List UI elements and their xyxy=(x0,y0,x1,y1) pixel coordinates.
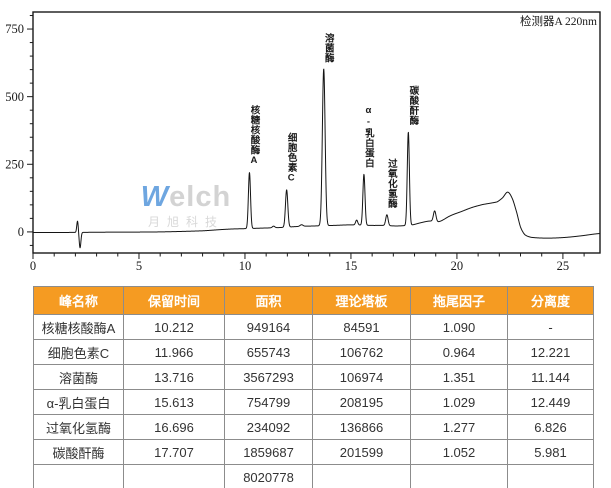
x-axis-tick-label: 20 xyxy=(451,259,464,273)
table-cell: 106762 xyxy=(312,339,411,365)
table-cell: 溶菌酶 xyxy=(33,364,124,390)
table-cell: 13.716 xyxy=(123,364,225,390)
table-cell: 136866 xyxy=(312,414,411,440)
table-cell: 949164 xyxy=(224,314,313,340)
column-header: 面积 xyxy=(224,286,313,315)
table-row: 细胞色素C 11.966 655743 106762 0.964 12.221 xyxy=(33,339,594,365)
peak-label: 核糖核酸酶A xyxy=(248,105,260,167)
chromatogram-chart: 0 250 500 750 0 5 10 15 20 25 核糖核酸酶A 细胞色素C 溶菌酶 α-乳白蛋白… xyxy=(5,11,601,273)
table-cell: 0.964 xyxy=(410,339,508,365)
table-cell: 5.981 xyxy=(507,439,594,465)
table-header-row: 峰名称 保留时间 面积 理论塔板 拖尾因子 分离度 xyxy=(33,286,594,315)
peak-label: 过氧化氢酶 xyxy=(386,158,399,209)
table-cell: 208195 xyxy=(312,389,411,415)
welch-logo-rest: elch xyxy=(169,181,232,213)
table-cell: 1.277 xyxy=(410,414,508,440)
table-row: 碳酸酐酶 17.707 1859687 201599 1.052 5.981 xyxy=(33,439,594,465)
y-axis-tick-label: 0 xyxy=(18,225,24,239)
table-cell: 12.449 xyxy=(507,389,594,415)
table-cell: 8020778 xyxy=(224,464,313,488)
peak-label: 细胞色素C xyxy=(286,132,299,184)
peak-label: α-乳白蛋白 xyxy=(363,105,375,168)
table-row: 过氧化氢酶 16.696 234092 136866 1.277 6.826 xyxy=(33,414,594,440)
table-cell: 细胞色素C xyxy=(33,339,124,365)
table-cell: 核糖核酸酶A xyxy=(33,314,124,340)
x-axis-tick-label: 5 xyxy=(136,259,142,273)
table-cell xyxy=(410,464,508,488)
table-cell: 1.029 xyxy=(410,389,508,415)
x-axis-tick-label: 15 xyxy=(345,259,358,273)
table-cell xyxy=(507,464,594,488)
table-cell: 17.707 xyxy=(123,439,225,465)
table-cell xyxy=(312,464,411,488)
table-row: α-乳白蛋白 15.613 754799 208195 1.029 12.449 xyxy=(33,389,594,415)
table-cell: 84591 xyxy=(312,314,411,340)
column-header: 理论塔板 xyxy=(312,286,411,315)
table-cell: 106974 xyxy=(312,364,411,390)
table-row: 核糖核酸酶A 10.212 949164 84591 1.090- xyxy=(33,314,594,340)
column-header: 峰名称 xyxy=(33,286,124,315)
welch-logo-subtext: 月旭科技 xyxy=(147,215,224,229)
table-cell: 6.826 xyxy=(507,414,594,440)
peak-label: 碳酸酐酶 xyxy=(407,85,419,126)
table-cell: 754799 xyxy=(224,389,313,415)
table-row: 8020778 xyxy=(33,464,594,488)
peak-label: 溶菌酶 xyxy=(323,32,335,63)
table-cell: - xyxy=(507,314,594,340)
column-header: 保留时间 xyxy=(123,286,225,315)
table-cell: 655743 xyxy=(224,339,313,365)
peak-results-table: 峰名称 保留时间 面积 理论塔板 拖尾因子 分离度 核糖核酸酶A 10.212 949164 8… xyxy=(33,286,594,488)
x-axis-tick-label: 25 xyxy=(557,259,570,273)
table-cell: 3567293 xyxy=(224,364,313,390)
table-cell xyxy=(123,464,225,488)
table-cell xyxy=(33,464,124,488)
table-cell: 11.144 xyxy=(507,364,594,390)
table-cell: 碳酸酐酶 xyxy=(33,439,124,465)
table-cell: 1.052 xyxy=(410,439,508,465)
welch-logo: Welch xyxy=(126,182,246,212)
column-header: 拖尾因子 xyxy=(410,286,508,315)
table-cell: 15.613 xyxy=(123,389,225,415)
table-cell: 234092 xyxy=(224,414,313,440)
column-header: 分离度 xyxy=(507,286,594,315)
table-cell: 11.966 xyxy=(123,339,225,365)
table-cell: 10.212 xyxy=(123,314,225,340)
table-cell: 1.090 xyxy=(410,314,508,340)
table-cell: 过氧化氢酶 xyxy=(33,414,124,440)
plot-border xyxy=(32,11,601,254)
table-cell: 16.696 xyxy=(123,414,225,440)
welch-watermark: Welch 月旭科技 xyxy=(126,182,246,230)
y-axis-tick-label: 250 xyxy=(5,157,24,171)
table-cell: 1859687 xyxy=(224,439,313,465)
y-axis-tick-label: 500 xyxy=(5,90,24,104)
x-axis-tick-label: 10 xyxy=(239,259,252,273)
table-row: 溶菌酶 13.716 3567293 106974 1.351 11.144 xyxy=(33,364,594,390)
table-cell: 201599 xyxy=(312,439,411,465)
table-cell: α-乳白蛋白 xyxy=(33,389,124,415)
detector-label: 检测器A 220nm xyxy=(520,14,597,28)
welch-logo-w: W xyxy=(140,181,170,213)
x-axis-tick-label: 0 xyxy=(30,259,36,273)
chromatogram-trace xyxy=(32,68,601,249)
table-cell: 12.221 xyxy=(507,339,594,365)
table-cell: 1.351 xyxy=(410,364,508,390)
y-axis-tick-label: 750 xyxy=(5,22,24,36)
